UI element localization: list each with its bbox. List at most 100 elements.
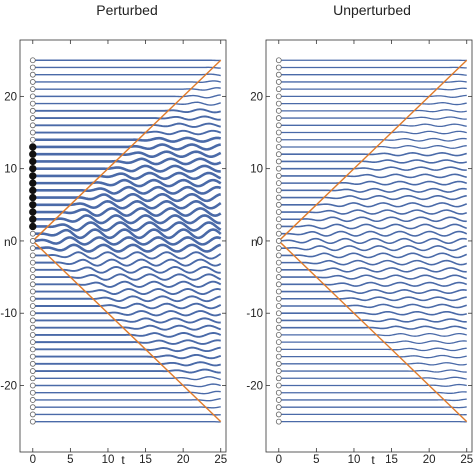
empty-site-marker — [29, 404, 36, 411]
empty-site-marker — [275, 71, 282, 78]
occupied-site-marker — [29, 186, 37, 195]
empty-site-marker — [275, 281, 282, 288]
empty-site-marker — [29, 368, 36, 374]
x-tick-label: 25 — [460, 454, 473, 466]
x-tick-label: 10 — [102, 454, 115, 466]
site-trajectory-line — [32, 398, 221, 402]
site-trajectory-line — [278, 376, 467, 380]
empty-site-marker — [29, 79, 36, 85]
empty-site-marker — [275, 324, 282, 331]
empty-site-marker — [275, 230, 282, 237]
occupied-site-marker — [29, 215, 37, 223]
empty-site-marker — [29, 411, 36, 418]
site-trajectory-line — [278, 116, 467, 120]
site-trajectory-line — [278, 102, 467, 106]
site-trajectory-line — [278, 202, 468, 208]
empty-site-marker — [275, 86, 282, 93]
light-cone-upper-line — [32, 59, 222, 242]
site-trajectory-line — [278, 223, 467, 230]
empty-site-marker — [29, 332, 36, 338]
empty-site-marker — [29, 360, 36, 367]
origin-site-marker — [275, 238, 282, 244]
light-cone-lower-line — [278, 240, 468, 423]
x-axis-ticks: 0 5 10 15 20 25 — [30, 40, 227, 466]
x-tick-label: 25 — [214, 454, 227, 466]
site-trajectory-line — [32, 273, 222, 281]
occupied-site-marker — [29, 208, 37, 216]
light-cone-upper-line — [278, 59, 468, 242]
occupied-site-marker — [29, 201, 37, 209]
empty-site-marker — [275, 353, 282, 360]
empty-site-marker — [275, 252, 282, 259]
empty-site-marker — [275, 122, 282, 129]
site-trajectory-line — [278, 332, 467, 337]
site-trajectory-line — [32, 406, 221, 409]
site-trajectory-line — [32, 192, 221, 203]
empty-site-marker — [275, 151, 282, 158]
site-trajectory-line — [32, 353, 222, 360]
x-tick-label: 5 — [313, 454, 319, 466]
site-trajectory-line — [32, 122, 221, 128]
empty-site-marker — [275, 317, 282, 324]
site-trajectory-line — [32, 346, 221, 353]
empty-site-marker — [275, 93, 282, 100]
panel-perturbed: Perturbed -20 -10 0 10 20 0 5 10 15 20 25 n t — [0, 2, 227, 466]
empty-site-marker — [275, 245, 282, 252]
site-trajectory-line — [278, 383, 467, 387]
site-trajectory-line — [278, 347, 467, 352]
empty-site-marker — [29, 230, 36, 237]
empty-site-marker — [275, 201, 282, 208]
empty-site-marker — [275, 57, 282, 64]
occupied-site-marker — [29, 172, 37, 180]
site-lines — [278, 59, 468, 423]
site-trajectory-line — [278, 325, 467, 330]
site-trajectory-line — [32, 288, 222, 296]
site-trajectory-line — [32, 361, 222, 367]
x-tick-label: 15 — [385, 454, 398, 466]
y-tick-label: -20 — [246, 381, 263, 393]
site-trajectory-line — [32, 310, 222, 317]
site-trajectory-line — [278, 274, 467, 280]
site-trajectory-line — [32, 332, 222, 338]
empty-site-marker — [29, 397, 36, 403]
empty-site-marker — [275, 107, 282, 114]
site-trajectory-line — [278, 123, 467, 128]
site-trajectory-line — [32, 317, 221, 324]
x-axis-ticks: 0 5 10 15 20 25 — [276, 40, 473, 466]
empty-site-marker — [29, 71, 36, 78]
light-cone — [32, 59, 222, 423]
empty-site-marker — [275, 303, 282, 309]
empty-site-marker — [29, 57, 36, 64]
occupied-site-marker — [29, 164, 37, 173]
x-tick-label: 0 — [30, 454, 36, 466]
x-axis-label: t — [121, 453, 125, 466]
site-trajectory-line — [32, 302, 222, 310]
empty-site-marker — [275, 295, 282, 302]
empty-site-marker — [275, 209, 282, 215]
empty-site-marker — [275, 187, 282, 194]
site-trajectory-line — [278, 354, 467, 359]
site-trajectory-line — [32, 266, 221, 274]
site-trajectory-line — [278, 281, 468, 287]
occupied-site-marker — [29, 157, 37, 166]
x-tick-label: 10 — [348, 454, 361, 466]
site-trajectory-line — [278, 406, 467, 409]
empty-site-marker — [275, 346, 282, 353]
empty-site-marker — [275, 274, 282, 280]
site-lines — [32, 59, 222, 423]
occupied-site-marker — [29, 193, 37, 202]
empty-site-marker — [29, 115, 36, 121]
light-cone-lower-line — [32, 240, 222, 423]
empty-site-marker — [29, 324, 36, 331]
y-tick-label: 0 — [11, 236, 17, 248]
occupied-site-marker — [29, 222, 37, 231]
empty-site-marker — [29, 295, 36, 302]
site-trajectory-line — [32, 221, 222, 232]
y-tick-label: 20 — [250, 91, 263, 103]
empty-site-marker — [275, 375, 282, 382]
site-trajectory-line — [32, 143, 221, 151]
empty-site-marker — [275, 411, 282, 418]
empty-site-marker — [29, 245, 36, 252]
empty-site-marker — [29, 317, 36, 324]
empty-site-marker — [29, 93, 36, 100]
